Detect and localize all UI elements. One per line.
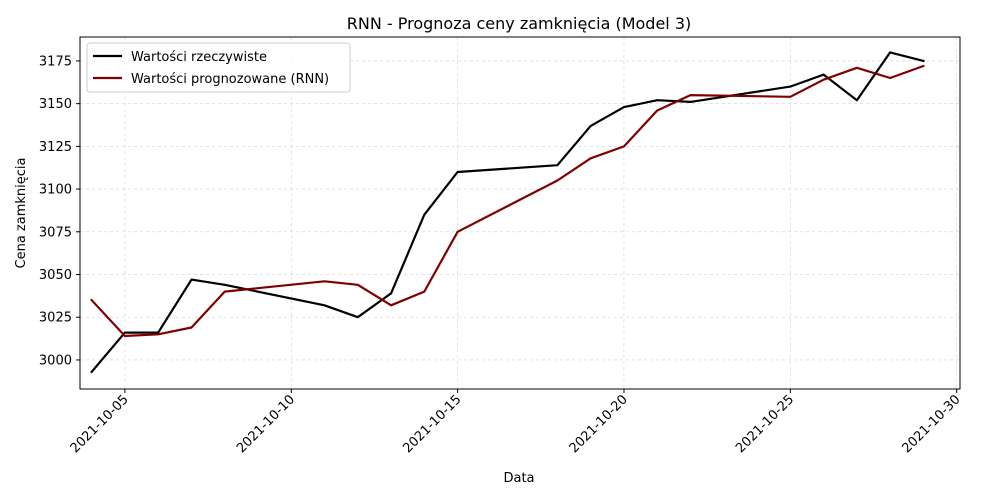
- legend-label-actual: Wartości rzeczywiste: [131, 50, 267, 65]
- y-tick-label: 3075: [39, 225, 72, 240]
- legend-box: [86, 42, 351, 93]
- y-tick-label: 3100: [39, 183, 72, 198]
- series-line-predicted: [90, 64, 925, 338]
- y-axis-label: Cena zamknięcia: [14, 158, 29, 269]
- y-tick-label: 3150: [39, 97, 72, 112]
- legend: Wartości rzeczywiste Wartości prognozowa…: [86, 42, 351, 93]
- plot-frame: [79, 36, 961, 390]
- y-tick-label: 3050: [39, 268, 72, 283]
- x-axis-label: Data: [503, 471, 534, 486]
- y-tick-label: 3175: [39, 54, 72, 69]
- series-line-actual: [90, 51, 925, 374]
- chart-title: RNN - Prognoza ceny zamknięcia (Model 3): [347, 14, 692, 33]
- legend-label-predicted: Wartości prognozowane (RNN): [131, 72, 329, 87]
- y-tick-label: 3125: [39, 140, 72, 155]
- series-layer: [90, 51, 925, 374]
- y-tick-label: 3025: [39, 311, 72, 326]
- y-tick-label: 3000: [39, 353, 72, 368]
